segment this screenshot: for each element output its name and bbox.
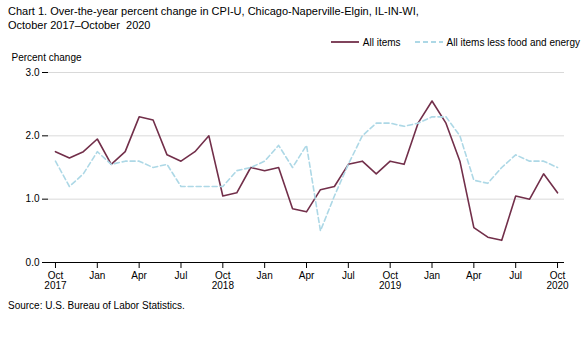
svg-text:Jul: Jul <box>175 270 188 281</box>
svg-text:2.0: 2.0 <box>26 130 40 141</box>
html-text:All items: All items <box>362 36 401 48</box>
svg-text:Apr: Apr <box>299 270 315 281</box>
svg-text:Jul: Jul <box>509 270 522 281</box>
svg-text:Jan: Jan <box>89 270 105 281</box>
svg-text:Oct2018: Oct2018 <box>212 270 235 291</box>
svg-text:Jan: Jan <box>257 270 273 281</box>
html-text:Source: U.S. Bureau of Labor S: Source: U.S. Bureau of Labor Statistics. <box>8 300 185 311</box>
svg-text:Oct2019: Oct2019 <box>379 270 402 291</box>
html-text:Chart 1. Over-the-year percent: Chart 1. Over-the-year percent change in… <box>8 5 419 17</box>
svg-text:Jan: Jan <box>424 270 440 281</box>
svg-text:Apr: Apr <box>466 270 482 281</box>
svg-text:Percent change: Percent change <box>12 52 82 63</box>
svg-text:1.0: 1.0 <box>26 193 40 204</box>
svg-text:Oct2017: Oct2017 <box>44 270 67 291</box>
svg-text:Oct2020: Oct2020 <box>546 270 569 291</box>
svg-text:Apr: Apr <box>131 270 147 281</box>
svg-text:Jul: Jul <box>342 270 355 281</box>
svg-text:3.0: 3.0 <box>26 67 40 78</box>
svg-text:0.0: 0.0 <box>26 257 40 268</box>
html-text:All items less food and energy: All items less food and energy <box>446 36 580 48</box>
html-text:October 2017–October 2020: October 2017–October 2020 <box>8 19 151 31</box>
